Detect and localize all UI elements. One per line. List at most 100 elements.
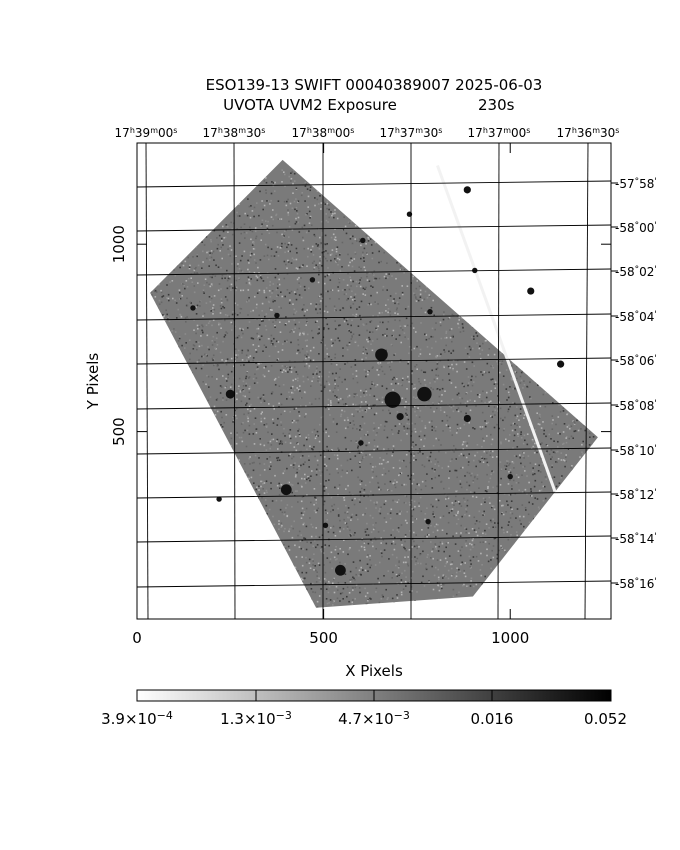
noise-speck bbox=[281, 295, 283, 298]
noise-speck bbox=[550, 270, 552, 273]
noise-speck bbox=[185, 189, 188, 192]
noise-speck bbox=[154, 544, 157, 547]
noise-speck bbox=[573, 303, 575, 305]
noise-speck bbox=[587, 523, 590, 526]
noise-speck bbox=[381, 385, 384, 387]
noise-speck bbox=[281, 587, 283, 590]
noise-speck bbox=[195, 341, 198, 343]
noise-speck bbox=[338, 449, 340, 452]
noise-speck bbox=[411, 173, 414, 176]
noise-speck bbox=[521, 593, 523, 595]
noise-speck bbox=[368, 238, 370, 240]
noise-speck bbox=[266, 200, 268, 202]
noise-speck bbox=[285, 366, 288, 368]
noise-speck bbox=[565, 460, 567, 463]
noise-speck bbox=[583, 207, 585, 210]
noise-speck bbox=[516, 316, 518, 319]
noise-speck bbox=[235, 592, 237, 594]
noise-speck bbox=[220, 598, 222, 600]
noise-speck bbox=[397, 583, 399, 585]
noise-speck bbox=[176, 537, 179, 540]
noise-speck bbox=[257, 327, 260, 330]
noise-speck bbox=[444, 565, 446, 567]
noise-speck bbox=[220, 267, 222, 269]
noise-speck bbox=[416, 298, 418, 301]
noise-speck bbox=[483, 450, 486, 453]
noise-speck bbox=[169, 485, 171, 487]
noise-speck bbox=[315, 305, 317, 308]
noise-speck bbox=[393, 173, 396, 175]
noise-speck bbox=[514, 593, 517, 596]
noise-speck bbox=[353, 315, 356, 317]
noise-speck bbox=[158, 552, 161, 555]
noise-speck bbox=[537, 470, 540, 472]
noise-speck bbox=[455, 170, 457, 172]
noise-speck bbox=[361, 428, 363, 431]
noise-speck bbox=[441, 241, 443, 244]
noise-speck bbox=[147, 193, 149, 195]
noise-speck bbox=[406, 285, 409, 287]
noise-speck bbox=[482, 304, 484, 306]
noise-speck bbox=[405, 230, 408, 233]
noise-speck bbox=[196, 304, 199, 307]
noise-speck bbox=[171, 330, 173, 332]
noise-speck bbox=[262, 280, 265, 282]
noise-speck bbox=[185, 321, 187, 323]
noise-speck bbox=[164, 478, 166, 481]
noise-speck bbox=[565, 436, 568, 438]
noise-speck bbox=[274, 568, 277, 571]
noise-speck bbox=[249, 568, 251, 570]
noise-speck bbox=[601, 502, 603, 504]
noise-speck bbox=[353, 577, 355, 580]
noise-speck bbox=[568, 266, 571, 268]
noise-speck bbox=[182, 216, 184, 218]
noise-speck bbox=[437, 290, 439, 293]
noise-speck bbox=[602, 173, 604, 175]
noise-speck bbox=[225, 363, 228, 366]
noise-speck bbox=[231, 313, 234, 316]
noise-speck bbox=[509, 434, 511, 436]
noise-speck bbox=[420, 510, 423, 513]
noise-speck bbox=[490, 378, 492, 381]
noise-speck bbox=[231, 174, 234, 176]
noise-speck bbox=[323, 201, 325, 204]
noise-speck bbox=[253, 423, 255, 425]
noise-speck bbox=[351, 188, 353, 191]
noise-speck bbox=[243, 607, 245, 608]
noise-speck bbox=[179, 266, 181, 269]
noise-speck bbox=[404, 556, 406, 559]
noise-speck bbox=[486, 171, 488, 173]
noise-speck bbox=[596, 419, 598, 421]
noise-speck bbox=[550, 395, 553, 397]
noise-speck bbox=[222, 463, 225, 466]
noise-speck bbox=[523, 293, 525, 295]
noise-speck bbox=[249, 355, 252, 357]
noise-speck bbox=[436, 207, 439, 210]
noise-speck bbox=[186, 533, 188, 535]
noise-speck bbox=[154, 263, 156, 266]
noise-speck bbox=[310, 181, 313, 183]
noise-speck bbox=[469, 163, 471, 165]
noise-speck bbox=[507, 342, 510, 344]
noise-speck bbox=[574, 481, 576, 483]
noise-speck bbox=[386, 452, 388, 455]
noise-speck bbox=[488, 527, 490, 529]
noise-speck bbox=[573, 376, 575, 379]
plot-title: ESO139-13 SWIFT 00040389007 2025-06-03 bbox=[206, 76, 543, 94]
noise-speck bbox=[528, 408, 530, 411]
noise-speck bbox=[180, 454, 183, 457]
noise-speck bbox=[460, 298, 462, 301]
noise-speck bbox=[300, 484, 303, 487]
noise-speck bbox=[471, 543, 473, 546]
noise-speck bbox=[195, 560, 197, 562]
noise-speck bbox=[328, 375, 330, 378]
noise-speck bbox=[396, 201, 398, 203]
noise-speck bbox=[478, 487, 480, 489]
noise-speck bbox=[238, 527, 240, 530]
noise-speck bbox=[261, 606, 263, 608]
noise-speck bbox=[599, 210, 601, 212]
noise-speck bbox=[208, 283, 210, 286]
noise-speck bbox=[445, 344, 447, 347]
noise-speck bbox=[255, 377, 258, 379]
noise-speck bbox=[591, 265, 594, 267]
